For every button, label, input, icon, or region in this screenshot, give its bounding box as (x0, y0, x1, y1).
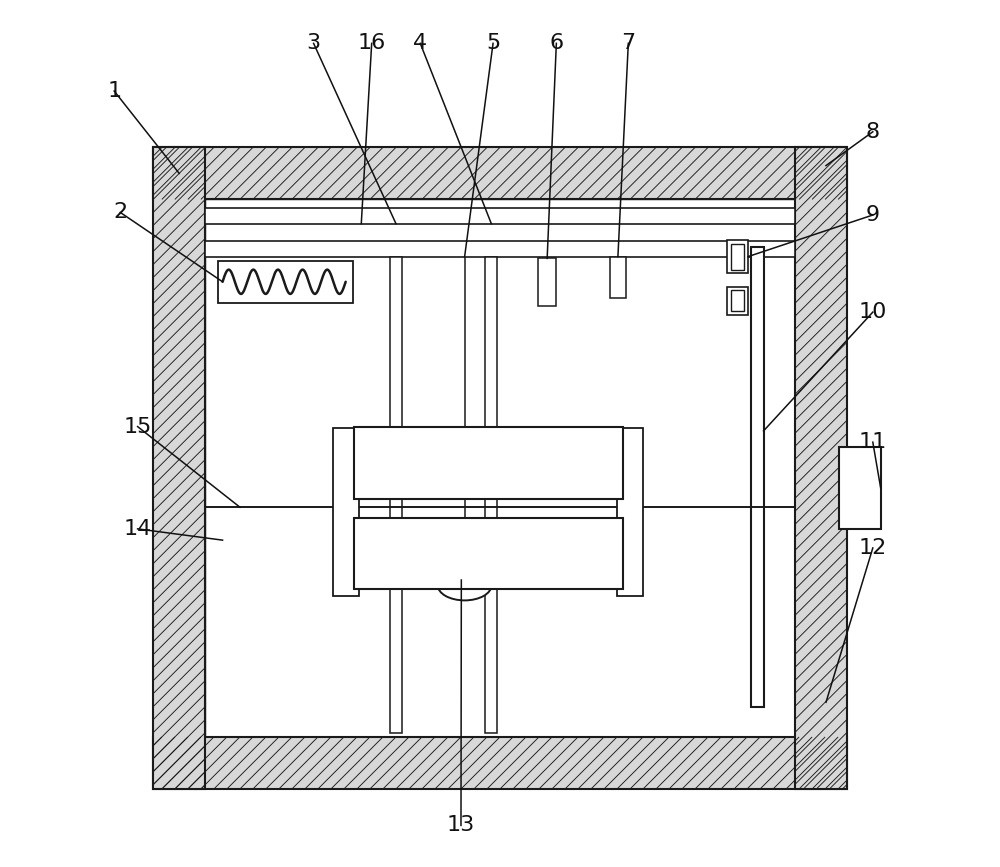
Bar (390, 257, 402, 733)
Bar (354, 518, 623, 589)
Text: 2: 2 (113, 202, 127, 223)
Text: 9: 9 (866, 205, 880, 225)
Bar (538, 258, 556, 306)
Bar (839, 447, 881, 529)
Text: 4: 4 (413, 33, 427, 54)
Bar (617, 428, 643, 596)
FancyBboxPatch shape (795, 147, 847, 789)
Text: 3: 3 (307, 33, 321, 54)
Text: 10: 10 (859, 302, 887, 323)
Bar (751, 247, 764, 707)
Text: 6: 6 (549, 33, 563, 54)
Bar (205, 208, 795, 224)
Text: 13: 13 (447, 815, 475, 836)
Text: 5: 5 (486, 33, 500, 54)
Bar (610, 257, 626, 298)
Text: 7: 7 (621, 33, 635, 54)
Text: 15: 15 (123, 416, 152, 437)
FancyBboxPatch shape (153, 147, 205, 789)
Text: 11: 11 (859, 432, 887, 453)
FancyBboxPatch shape (153, 147, 847, 199)
Bar (354, 427, 623, 499)
Text: 12: 12 (859, 538, 887, 558)
Bar (218, 261, 353, 303)
Text: 14: 14 (123, 518, 152, 539)
Bar (485, 257, 497, 733)
Bar (727, 287, 748, 315)
Text: 16: 16 (358, 33, 386, 54)
Bar (205, 241, 795, 257)
Bar (731, 290, 744, 311)
Bar (205, 199, 795, 737)
FancyBboxPatch shape (153, 737, 847, 789)
Bar (727, 240, 748, 273)
Bar (333, 428, 359, 596)
Ellipse shape (438, 570, 492, 601)
Bar (731, 244, 744, 270)
Text: 8: 8 (866, 121, 880, 142)
Text: 1: 1 (107, 81, 121, 101)
